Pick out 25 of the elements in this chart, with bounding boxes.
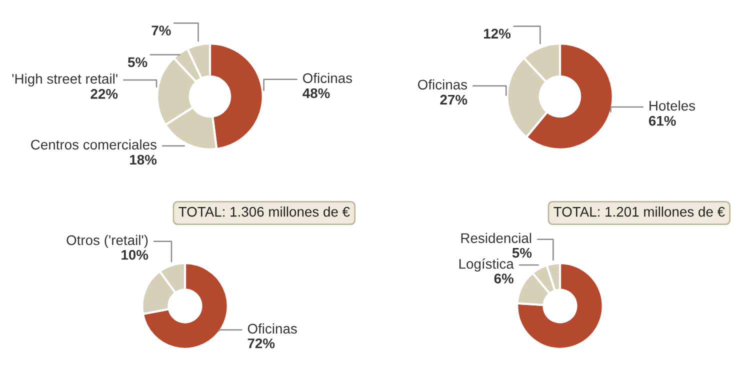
data-label: 5%: [128, 57, 148, 68]
data-label: 5%: [512, 248, 532, 258]
donut-slice: [142, 262, 229, 350]
slice-label: 'High street retail': [12, 74, 118, 87]
slice-label: Hoteles: [650, 100, 696, 111]
data-label: 6%: [494, 274, 514, 284]
data-label: 18%: [130, 154, 157, 165]
data-label: 12%: [484, 28, 511, 39]
slice-label: Residencial: [461, 232, 532, 244]
slice-label: Oficinas: [303, 72, 352, 84]
slice-label: Otros ('retail'): [66, 234, 148, 248]
data-label: 27%: [440, 94, 468, 105]
data-label: 48%: [302, 88, 330, 98]
data-label: 72%: [248, 338, 275, 348]
text: TOTAL: 1.201 millones de €: [554, 206, 725, 217]
slice-label: Oficinas: [418, 79, 468, 90]
data-label: 7%: [152, 26, 171, 36]
data-label: 22%: [90, 89, 118, 99]
data-label: 10%: [122, 250, 148, 260]
slice-label: Logística: [459, 258, 514, 272]
slice-label: Oficinas: [248, 323, 297, 334]
data-label: 61%: [648, 116, 676, 126]
slice-label: Centros comerciales: [31, 139, 156, 150]
donut-slice: [516, 262, 604, 350]
chart-subtitle: TOTAL: 1.306 millones de €: [178, 206, 350, 217]
